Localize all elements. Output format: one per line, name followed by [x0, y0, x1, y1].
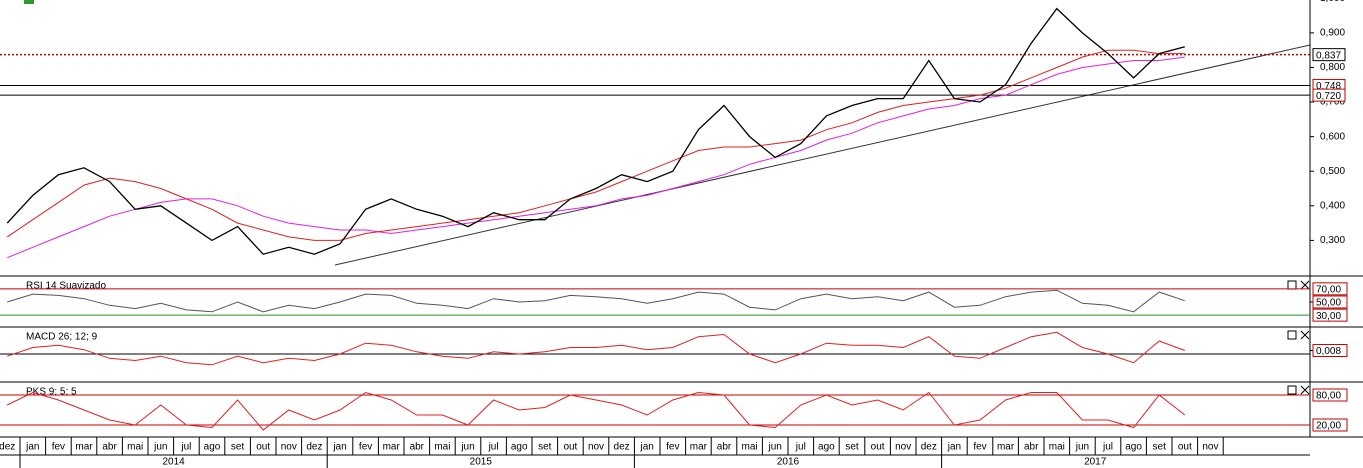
level-label: 50,00: [1316, 298, 1341, 309]
x-tick-label: mar: [75, 442, 93, 453]
y-tick-label: 0,800: [1320, 62, 1345, 73]
series-line: [7, 331, 1185, 366]
x-tick-label: dez: [614, 442, 630, 453]
x-tick-label: nov: [281, 442, 297, 453]
level-label-box: [1312, 344, 1348, 358]
level-label-box: [1312, 295, 1348, 309]
x-tick-label: ago: [1125, 442, 1142, 453]
x-tick-label: jul: [1102, 442, 1113, 453]
x-tick-label: jan: [25, 442, 39, 453]
level-label-box: [1312, 88, 1346, 102]
x-tick-label: dez: [0, 442, 15, 453]
x-tick-label: out: [1178, 442, 1192, 453]
y-tick-label: 0,600: [1320, 131, 1345, 142]
x-tick-label: jun: [153, 442, 167, 453]
x-tick-label: fev: [359, 442, 372, 453]
x-tick-label: abr: [1024, 442, 1039, 453]
year-label: 2014: [162, 457, 185, 468]
level-label: 30,00: [1316, 311, 1341, 322]
x-tick-label: nov: [1202, 442, 1218, 453]
x-tick-label: mai: [434, 442, 450, 453]
x-tick-label: abr: [102, 442, 117, 453]
x-tick-label: jun: [460, 442, 474, 453]
x-tick-label: mai: [742, 442, 758, 453]
y-tick-label: 0,700: [1320, 97, 1345, 108]
x-tick-label: out: [871, 442, 885, 453]
panel-title: PKS 9; 5; 5: [26, 387, 77, 398]
y-tick-label: 0,500: [1320, 166, 1345, 177]
x-tick-label: abr: [717, 442, 732, 453]
maximize-button[interactable]: [1287, 385, 1297, 395]
level-label: 70,00: [1316, 284, 1341, 295]
x-tick-label: abr: [410, 442, 425, 453]
trend-line: [334, 44, 1311, 266]
x-tick-label: dez: [306, 442, 322, 453]
level-label: 80,00: [1316, 391, 1341, 402]
maximize-button[interactable]: [1287, 330, 1297, 340]
x-tick-label: jun: [1075, 442, 1089, 453]
series-line: [6, 391, 1186, 431]
x-tick-label: jan: [640, 442, 654, 453]
level-label-box: [1312, 418, 1348, 432]
year-label: 2015: [470, 457, 493, 468]
panel-title: RSI 14 Suavizado: [26, 281, 106, 292]
x-tick-label: jan: [947, 442, 961, 453]
x-tick-label: mar: [997, 442, 1015, 453]
x-tick-label: mar: [690, 442, 708, 453]
y-tick-label: 0,400: [1320, 200, 1345, 211]
level-label-box: [1312, 308, 1348, 322]
level-label: 20,00: [1316, 421, 1341, 432]
level-label: 0,837: [1316, 50, 1341, 61]
x-tick-label: set: [1153, 442, 1167, 453]
x-tick-label: dez: [921, 442, 937, 453]
close-button[interactable]: [1300, 385, 1310, 395]
level-label-box: [1312, 48, 1346, 62]
corner-icon: [24, 0, 34, 4]
x-tick-label: out: [563, 442, 577, 453]
x-tick-label: out: [256, 442, 270, 453]
y-tick-label: 1,000: [1320, 0, 1345, 4]
level-label: 0,748: [1316, 81, 1341, 92]
x-tick-label: jul: [180, 442, 191, 453]
year-label: 2017: [1084, 457, 1107, 468]
x-tick-label: set: [231, 442, 245, 453]
x-tick-label: ago: [511, 442, 528, 453]
x-tick-label: nov: [588, 442, 604, 453]
x-tick-label: jan: [332, 442, 346, 453]
x-tick-label: jul: [795, 442, 806, 453]
y-tick-label: 0,300: [1320, 235, 1345, 246]
series-line: [7, 289, 1185, 313]
close-button[interactable]: [1300, 330, 1310, 340]
x-tick-label: fev: [666, 442, 679, 453]
close-button[interactable]: [1300, 280, 1310, 290]
level-label-box: [1312, 388, 1348, 402]
x-tick-label: mai: [127, 442, 143, 453]
level-label: 0,008: [1316, 346, 1341, 357]
level-label: 0,720: [1316, 91, 1341, 102]
x-tick-label: set: [538, 442, 552, 453]
y-tick-label: 0,900: [1320, 28, 1345, 39]
x-tick-label: mar: [383, 442, 401, 453]
x-tick-label: ago: [204, 442, 221, 453]
series-line: [6, 49, 1185, 241]
x-tick-label: fev: [52, 442, 65, 453]
x-tick-label: ago: [818, 442, 835, 453]
x-tick-label: jun: [768, 442, 782, 453]
x-tick-label: fev: [973, 442, 986, 453]
level-label-box: [1312, 282, 1348, 296]
series-line: [7, 56, 1185, 259]
panel-title: MACD 26; 12; 9: [26, 332, 98, 343]
x-tick-label: set: [845, 442, 859, 453]
year-label: 2016: [777, 457, 800, 468]
series-line: [6, 7, 1185, 255]
x-tick-label: nov: [895, 442, 911, 453]
x-tick-label: mai: [1049, 442, 1065, 453]
x-tick-label: jul: [488, 442, 499, 453]
